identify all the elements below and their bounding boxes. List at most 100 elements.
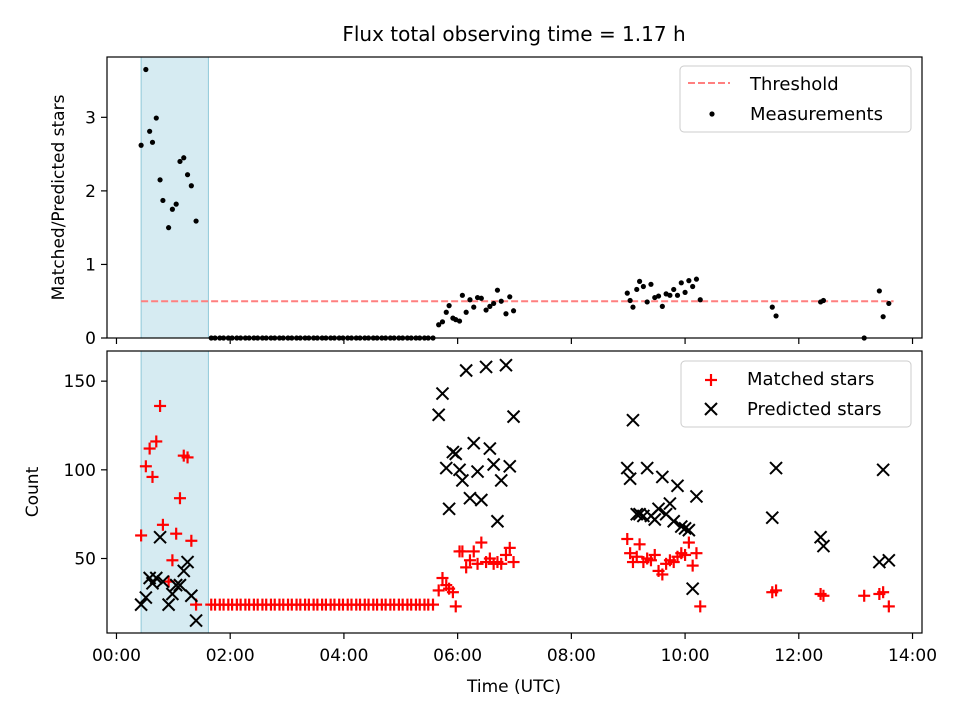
matched-star-point — [449, 600, 462, 613]
measurement-point — [160, 197, 166, 204]
measurement-point — [443, 309, 449, 315]
chart-title: Flux total observing time = 1.17 h — [342, 22, 685, 46]
measurement-point — [880, 314, 886, 320]
x-tick-label: 02:00 — [206, 646, 255, 666]
top-y-axis-ticks: 0 1 2 3 — [85, 108, 107, 349]
predicted-star-point — [156, 574, 170, 589]
measurement-point — [436, 322, 442, 328]
measurement-point — [697, 297, 703, 303]
matched-star-point — [135, 529, 148, 542]
matched-star-point — [624, 547, 637, 560]
measurement-point — [624, 290, 630, 296]
measurement-point — [169, 206, 175, 212]
predicted-star-point — [435, 386, 450, 401]
measurement-point — [634, 286, 640, 293]
legend-matched-swatch — [705, 374, 717, 386]
legend-measurements-swatch — [709, 111, 715, 117]
measurement-point — [181, 155, 187, 161]
matched-star-point — [630, 550, 643, 563]
predicted-star-point — [623, 471, 637, 486]
predicted-star-point — [439, 461, 453, 475]
predicted-star-point — [474, 493, 489, 507]
matched-star-point — [154, 399, 167, 412]
measurement-point — [630, 304, 636, 310]
matched-star-point — [170, 527, 183, 540]
predicted-star-point — [431, 408, 446, 422]
bottom-y-axis-label: Count — [23, 466, 43, 517]
x-tick-label: 14:00 — [888, 646, 937, 666]
predicted-star-point — [169, 578, 183, 592]
measurement-point — [503, 311, 509, 317]
measurement-point — [138, 142, 144, 148]
matched-star-point — [436, 572, 449, 585]
predicted-star-point — [470, 464, 485, 479]
measurement-point — [682, 289, 688, 295]
legend-matched-label: Matched stars — [747, 369, 874, 390]
predicted-star-point — [882, 553, 896, 567]
measurement-point — [463, 309, 469, 315]
predicted-star-point — [667, 514, 681, 528]
bottom-legend-box — [680, 360, 912, 428]
top-legend: Threshold Measurements — [679, 65, 912, 133]
top-y-tick-label: 3 — [85, 108, 96, 128]
matched-star-point — [156, 518, 169, 531]
x-tick-label: 10:00 — [661, 646, 710, 666]
matched-star-point — [150, 435, 163, 448]
predicted-star-point — [467, 436, 481, 450]
measurement-point — [886, 300, 892, 307]
matched-star-point — [633, 538, 646, 551]
predicted-star-point — [455, 473, 470, 488]
measurement-point — [173, 201, 179, 207]
predicted-star-point — [134, 597, 148, 612]
predicted-star-point — [626, 413, 640, 427]
bottom-plot-frame — [106, 350, 923, 634]
bottom-y-axis-ticks: 50 100 150 — [64, 372, 107, 570]
measurement-point — [188, 183, 194, 189]
bottom-x-axis-ticks: 00:00 02:00 04:00 06:00 08:00 10:00 12:00 14:00 — [92, 633, 937, 666]
predicted-star-point — [640, 461, 654, 475]
matched-star-point — [463, 554, 476, 567]
measurement-point — [507, 294, 513, 300]
measurement-point — [648, 281, 654, 287]
measurement-point — [671, 286, 677, 293]
measurement-point — [143, 66, 149, 73]
top-y-tick-label: 2 — [85, 182, 96, 202]
predicted-star-point — [685, 581, 700, 596]
measurement-point — [686, 278, 692, 284]
predicted-star-point — [506, 409, 521, 424]
predicted-star-point — [678, 521, 692, 536]
measurement-point — [876, 288, 882, 294]
legend-measurements-label: Measurements — [750, 104, 883, 125]
measurement-point — [659, 303, 665, 309]
measurement-point — [193, 218, 199, 224]
predicted-star-point — [632, 507, 647, 521]
predicted-star-point — [765, 511, 779, 525]
matched-star-point — [446, 586, 459, 599]
predicted-star-point — [180, 555, 195, 569]
predicted-star-point — [674, 519, 688, 534]
measurement-point — [487, 303, 493, 309]
measurement-point — [459, 292, 465, 298]
measurement-point — [667, 292, 673, 298]
measurement-point — [820, 297, 827, 304]
matched-star-point — [814, 587, 827, 600]
measurement-point — [147, 128, 153, 134]
predicted-star-point — [648, 512, 662, 527]
predicted-star-point — [663, 496, 677, 511]
bottom-panel: 50 100 150 00:00 02:00 04:00 06:00 08:00 10:00 1… — [23, 350, 937, 697]
predicted-star-point — [139, 590, 153, 605]
measurement-point — [655, 293, 662, 299]
measurement-point — [636, 278, 643, 284]
predicted-star-point — [459, 363, 473, 378]
predicted-star-point — [503, 459, 517, 473]
x-tick-label: 00:00 — [92, 646, 141, 666]
matched-star-point — [648, 548, 661, 561]
x-tick-label: 04:00 — [319, 646, 368, 666]
measurement-point — [498, 298, 504, 304]
predicted-star-point — [490, 514, 505, 528]
measurement-point — [471, 304, 477, 310]
measurement-point — [769, 304, 775, 310]
measurement-point — [439, 319, 446, 325]
measurement-point — [644, 299, 650, 305]
